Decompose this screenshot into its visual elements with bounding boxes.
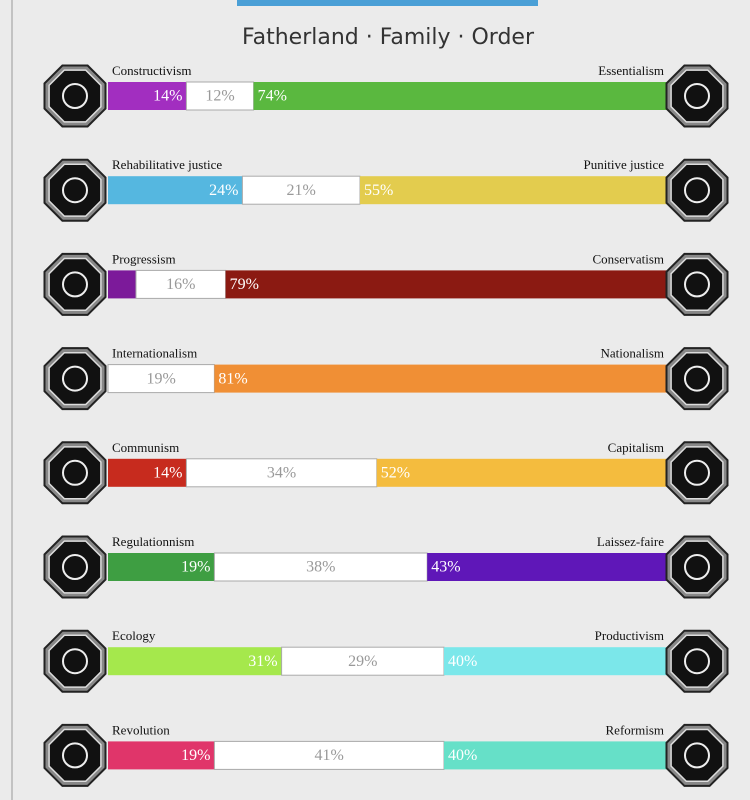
percent-label: 34% [267, 464, 296, 481]
bar-segment [108, 270, 136, 299]
bar-segment [376, 458, 668, 487]
icon-emblem [684, 271, 710, 298]
right-label: Capitalism [608, 440, 664, 455]
percent-label: 79% [230, 276, 259, 293]
bar-segment [360, 176, 668, 205]
icon-emblem [62, 554, 88, 580]
bar-segment [108, 741, 215, 770]
icon-emblem [684, 177, 710, 204]
left-label: Progressism [112, 251, 176, 266]
bar-segment [213, 552, 428, 582]
icon-inner [48, 728, 102, 783]
icon-emblem [684, 648, 710, 675]
percent-label: 19% [181, 747, 210, 764]
icon-inner [48, 163, 102, 217]
icon-inner [48, 69, 102, 123]
percent-label: 43% [431, 559, 460, 576]
percent-label: 55% [364, 182, 393, 199]
icon-emblem [684, 459, 710, 486]
icon-emblem [62, 742, 88, 769]
icon-emblem [684, 83, 710, 109]
icon-inner [670, 257, 724, 312]
percent-label: 40% [448, 653, 477, 670]
icon-emblem [62, 459, 88, 486]
percent-label: 16% [166, 276, 195, 293]
percent-label: 38% [306, 559, 335, 576]
percent-label: 52% [381, 464, 410, 481]
left-label: Regulationnism [112, 534, 194, 549]
icon-inner [48, 257, 102, 312]
icon-emblem [684, 742, 710, 769]
bar-segment [444, 741, 668, 770]
bar-segment [214, 364, 668, 393]
right-label: Reformism [606, 722, 665, 737]
icon-emblem [62, 648, 88, 675]
bar-segment [225, 270, 668, 299]
bar-segment [185, 81, 255, 111]
icon-emblem [684, 554, 710, 580]
icon-inner [670, 446, 724, 500]
header-bar [237, 0, 538, 6]
icon-inner [670, 634, 724, 688]
bar-segment [135, 269, 227, 299]
bar-segment [253, 82, 668, 110]
icon-emblem [684, 365, 710, 392]
left-label: Revolution [112, 722, 170, 737]
icon-inner [670, 351, 724, 406]
percent-label: 21% [287, 182, 316, 199]
percent-label: 81% [218, 370, 247, 387]
bar-segment [427, 553, 668, 581]
percent-label: 41% [315, 747, 344, 764]
right-label: Laissez-faire [597, 534, 664, 549]
icon-inner [48, 634, 102, 688]
right-label: Essentialism [598, 63, 664, 78]
percent-label: 14% [153, 464, 182, 481]
icon-inner [48, 446, 102, 500]
percent-label: 74% [258, 88, 287, 105]
left-label: Communism [112, 440, 179, 455]
bar-segment [108, 553, 215, 581]
icon-inner [670, 69, 724, 123]
bar-segment [108, 458, 187, 487]
right-label: Conservatism [593, 251, 665, 266]
left-label: Rehabilitative justice [112, 157, 222, 172]
icon-inner [670, 163, 724, 217]
bar-segment [444, 647, 668, 676]
bar-segment [108, 176, 243, 205]
percent-label: 12% [205, 88, 234, 105]
right-label: Nationalism [600, 346, 664, 361]
percent-label: 31% [248, 653, 277, 670]
left-label: Ecology [112, 628, 156, 643]
icon-inner [48, 540, 102, 594]
icon-emblem [62, 177, 88, 204]
title: Fatherland · Family · Order [242, 25, 535, 50]
bar-segment [108, 647, 282, 676]
icon-inner [670, 728, 724, 783]
icon-inner [670, 540, 724, 594]
icon-inner [48, 351, 102, 406]
right-label: Productivism [595, 628, 664, 643]
left-label: Constructivism [112, 63, 191, 78]
percent-label: 19% [181, 559, 210, 576]
right-label: Punitive justice [583, 157, 664, 172]
icon-emblem [62, 271, 88, 298]
percent-label: 40% [448, 747, 477, 764]
percent-label: 29% [348, 653, 377, 670]
icon-emblem [62, 83, 88, 109]
bar-segment [185, 458, 378, 488]
icon-emblem [62, 365, 88, 392]
percent-label: 19% [147, 370, 176, 387]
percent-label: 14% [153, 88, 182, 105]
bar-segment [108, 82, 187, 110]
percent-label: 24% [209, 182, 238, 199]
left-label: Internationalism [112, 346, 197, 361]
